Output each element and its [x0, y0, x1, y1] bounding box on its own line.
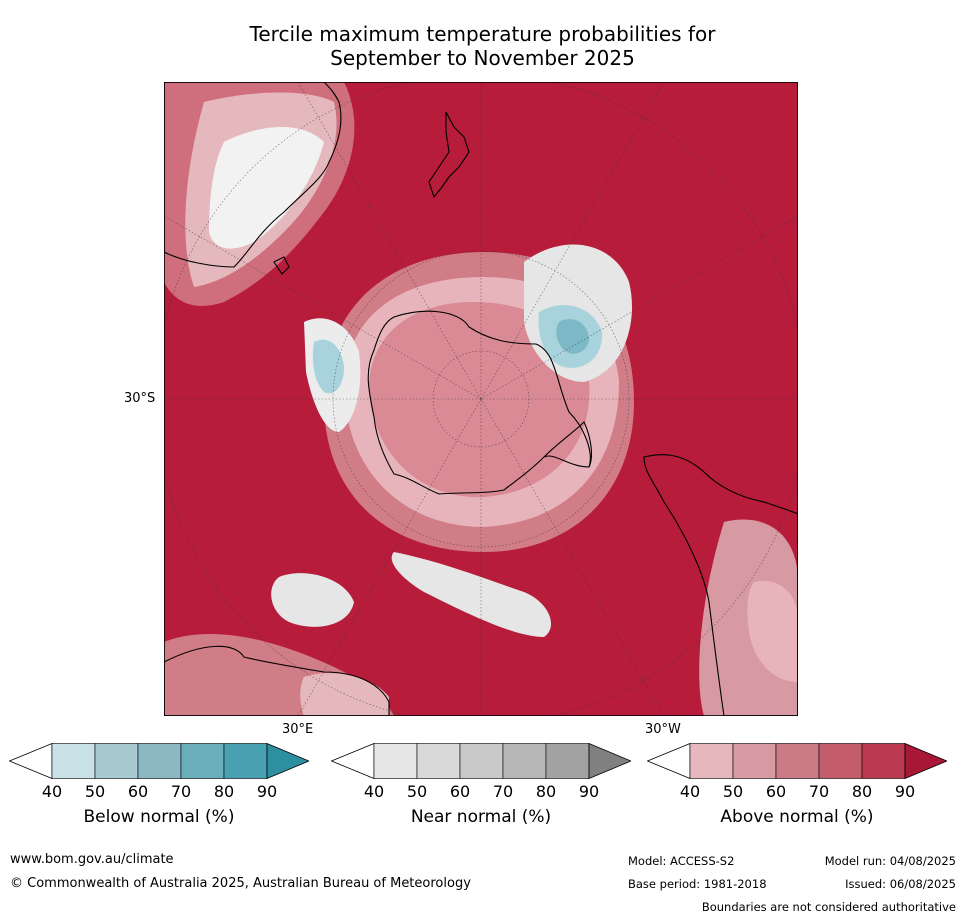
near-tick-60: 60	[449, 782, 471, 801]
above-tick-90: 90	[894, 782, 916, 801]
copyright-text: © Commonwealth of Australia 2025, Austra…	[10, 876, 471, 891]
near-swatch-1	[373, 743, 418, 779]
australia-coast	[164, 82, 342, 268]
issued-text: Issued: 06/08/2025	[845, 877, 956, 891]
probability-map[interactable]	[164, 82, 798, 716]
legend-below-colorbar	[8, 742, 311, 780]
near-swatch-high	[588, 742, 633, 780]
below-tick-80: 80	[213, 782, 235, 801]
below-swatch-high	[266, 742, 311, 780]
africa-coast	[164, 645, 390, 716]
near-normal-band-south	[391, 552, 552, 637]
new-zealand-coast	[428, 111, 470, 199]
website-link[interactable]: www.bom.gov.au/climate	[10, 852, 174, 867]
antarctica-coastline	[367, 310, 591, 495]
legend-near-colorbar	[330, 742, 633, 780]
above-swatch-2	[732, 743, 777, 779]
legend-above-svg	[646, 742, 949, 780]
above-swatch-low	[646, 742, 691, 780]
near-swatch-4	[502, 743, 547, 779]
below-tick-70: 70	[170, 782, 192, 801]
above-pale-region-southeast	[747, 581, 798, 682]
map-svg	[164, 82, 798, 716]
map-title: Tercile maximum temperature probabilitie…	[160, 22, 805, 70]
above-swatch-high	[904, 742, 949, 780]
near-swatch-5	[545, 743, 590, 779]
below-tick-60: 60	[127, 782, 149, 801]
near-tick-40: 40	[363, 782, 385, 801]
below-swatch-low	[8, 742, 53, 780]
below-swatch-2	[94, 743, 139, 779]
near-swatch-low	[330, 742, 375, 780]
title-line-2: September to November 2025	[330, 46, 635, 70]
legend-above-colorbar	[646, 742, 949, 780]
below-tick-40: 40	[41, 782, 63, 801]
above-tick-60: 60	[765, 782, 787, 801]
model-text: Model: ACCESS-S2	[628, 854, 735, 868]
legend-below-svg	[8, 742, 311, 780]
above-tick-70: 70	[808, 782, 830, 801]
model-run-text: Model run: 04/08/2025	[824, 854, 956, 868]
near-normal-patch-southwest	[271, 573, 354, 627]
below-normal-region-west	[312, 339, 344, 394]
near-tick-80: 80	[535, 782, 557, 801]
legend-near-svg	[330, 742, 633, 780]
latitude-label-30s: 30°S	[124, 391, 156, 406]
base-period-text: Base period: 1981-2018	[628, 877, 767, 891]
above-tick-80: 80	[851, 782, 873, 801]
below-swatch-1	[51, 743, 96, 779]
above-swatch-5	[861, 743, 906, 779]
near-normal-region-nw	[209, 127, 324, 249]
title-line-1: Tercile maximum temperature probabilitie…	[249, 22, 716, 46]
legend-near-label: Near normal (%)	[410, 807, 552, 827]
below-normal-core-east	[556, 319, 589, 354]
below-swatch-4	[180, 743, 225, 779]
below-swatch-5	[223, 743, 268, 779]
above-swatch-3	[775, 743, 820, 779]
above-tick-50: 50	[722, 782, 744, 801]
legend-above-label: Above normal (%)	[720, 807, 874, 827]
graticule	[164, 82, 798, 716]
near-swatch-2	[416, 743, 461, 779]
near-tick-90: 90	[578, 782, 600, 801]
below-tick-90: 90	[256, 782, 278, 801]
tasmania-coast	[273, 256, 290, 275]
above-swatch-4	[818, 743, 863, 779]
above-swatch-1	[689, 743, 734, 779]
longitude-label-30e: 30°E	[282, 722, 314, 737]
antarctic-peninsula	[543, 421, 593, 468]
near-tick-70: 70	[492, 782, 514, 801]
above-pale-region-southwest	[300, 673, 389, 716]
coastlines	[164, 82, 798, 716]
antarctica-interior	[369, 302, 590, 498]
below-swatch-3	[137, 743, 182, 779]
longitude-label-30w: 30°W	[645, 722, 681, 737]
disclaimer-text: Boundaries are not considered authoritat…	[701, 900, 956, 914]
legend-below-label: Below normal (%)	[83, 807, 235, 827]
near-swatch-3	[459, 743, 504, 779]
above-tick-40: 40	[679, 782, 701, 801]
below-tick-50: 50	[84, 782, 106, 801]
near-tick-50: 50	[406, 782, 428, 801]
